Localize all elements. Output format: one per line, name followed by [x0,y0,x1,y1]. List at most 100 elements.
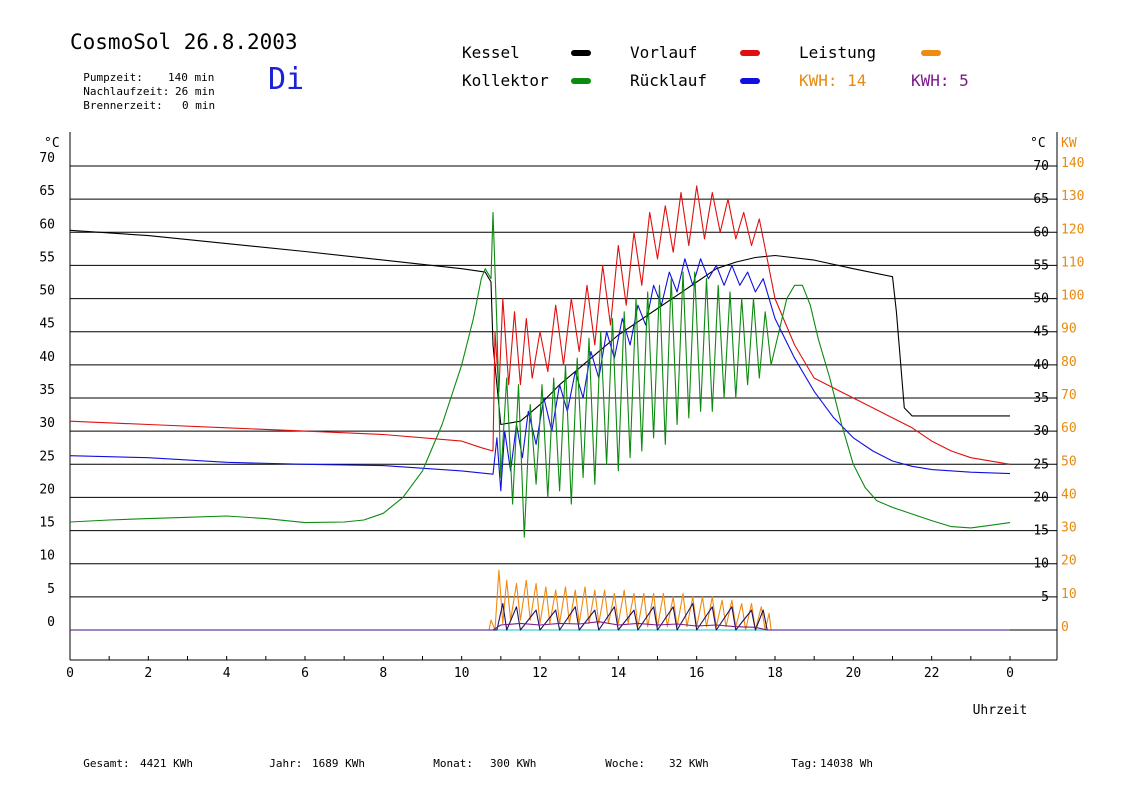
y-tick-label-power: 20 [1061,554,1077,569]
series-layer [69,185,1011,631]
y-tick-label-right: 70 [1033,159,1049,174]
y-tick-label-power: 60 [1061,421,1077,436]
x-tick-label: 2 [144,666,152,681]
x-tick-label: 22 [924,666,940,681]
x-tick-label: 8 [379,666,387,681]
info-label: Pumpzeit: [83,71,143,84]
x-tick-label: 12 [532,666,548,681]
legend-vorlauf-label: Vorlauf [630,43,698,62]
x-tick-label: 4 [223,666,231,681]
y-tick-label-power: 50 [1061,454,1077,469]
info-pumpzeit: Pumpzeit: 140 min [70,58,214,84]
y-tick-label-left: 0 [47,615,55,630]
legend-kessel-label: Kessel [462,43,520,62]
series-line-leistung [70,569,1010,631]
y-tick-label-right: 5 [1041,590,1049,605]
y-tick-label-left: 15 [39,516,55,531]
series-line-kessel [69,229,1010,426]
y-axis-title-left: °C [44,136,60,151]
y-tick-label-right: 15 [1033,524,1049,539]
y-tick-label-right: 45 [1033,325,1049,340]
y-tick-label-right: 20 [1033,490,1049,505]
y-tick-label-right: 35 [1033,391,1049,406]
y-tick-label-right: 10 [1033,557,1049,572]
info-value: 140 min [168,71,215,84]
y-tick-label-right: 50 [1033,292,1049,307]
y-tick-label-right: 40 [1033,358,1049,373]
y-tick-label-left: 40 [39,350,55,365]
info-value: 26 min [175,85,215,98]
footer-value: 1689 KWh [312,757,365,770]
x-tick-label: 0 [1006,666,1014,681]
legend-vorlauf-swatch [740,50,760,56]
y-tick-label-left: 60 [39,217,55,232]
y-tick-label-power: 130 [1061,189,1084,204]
y-tick-label-right: 25 [1033,457,1049,472]
y-tick-label-power: 110 [1061,255,1084,270]
y-tick-label-left: 30 [39,416,55,431]
y-tick-label-left: 50 [39,284,55,299]
legend-ruecklauf-swatch [740,78,760,84]
y-tick-label-right: 60 [1033,225,1049,240]
footer-label: Tag: [791,757,818,770]
y-tick-label-right: 55 [1033,258,1049,273]
x-tick-label: 10 [454,666,470,681]
footer-label: Woche: [605,757,645,770]
footer-value: 32 KWh [669,757,709,770]
legend-leistung-label: Leistung [799,43,877,62]
legend-kessel-swatch [571,50,591,56]
y-tick-label-left: 10 [39,549,55,564]
y-tick-label-left: 65 [39,184,55,199]
info-brennerzeit: Brennerzeit: 0 min [70,86,215,112]
legend-kollektor-label: Kollektor [462,71,549,90]
y-tick-label-power: 40 [1061,487,1077,502]
chart-title: CosmoSol 26.8.2003 [70,30,298,54]
x-tick-label: 6 [301,666,309,681]
y-tick-label-power: 80 [1061,355,1077,370]
y-tick-label-left: 20 [39,482,55,497]
y-tick-label-power: 30 [1061,521,1077,536]
y-tick-label-left: 5 [47,582,55,597]
x-tick-label: 16 [689,666,705,681]
footer-value: 300 KWh [490,757,537,770]
footer-gesamt: Gesamt: 4421 KWh [70,744,193,770]
x-tick-label: 0 [66,666,74,681]
weekday-label: Di [268,62,305,97]
legend-kollektor-swatch [571,78,591,84]
series-line-vorlauf [69,185,1011,465]
footer-value: 4421 KWh [140,757,193,770]
legend-leistung-swatch [921,50,941,56]
kwh-purple-value: KWH: 5 [911,71,969,90]
y-tick-label-left: 70 [39,151,55,166]
grid-layer [70,165,1057,631]
footer-tag: Tag: 14038 Wh [778,744,873,770]
footer-label: Gesamt: [83,757,130,770]
axis-layer [69,132,1058,661]
x-tick-label: 20 [846,666,862,681]
series-line-r-cklauf [69,258,1011,492]
y-tick-label-left: 35 [39,383,55,398]
y-tick-label-power: 100 [1061,289,1084,304]
series-line-leistung-dunkel- [70,602,1010,631]
y-axis-title-power: KW [1061,136,1077,151]
legend-ruecklauf-label: Rücklauf [630,71,708,90]
y-tick-label-power: 90 [1061,322,1077,337]
info-label: Brennerzeit: [83,99,163,112]
x-tick-label: 18 [767,666,783,681]
y-tick-label-right: 30 [1033,424,1049,439]
info-value: 0 min [182,99,216,112]
footer-value: 14038 Wh [820,757,873,770]
y-tick-label-power: 70 [1061,388,1077,403]
footer-jahr: Jahr: 1689 KWh [256,744,365,770]
info-label: Nachlaufzeit: [83,85,170,98]
footer-monat: Monat: 300 KWh [420,744,536,770]
y-tick-label-right: 65 [1033,192,1049,207]
footer-woche: Woche: 32 KWh [592,744,709,770]
series-line-kwh-verlauf [70,621,1010,631]
y-tick-label-left: 25 [39,449,55,464]
x-axis-title: Uhrzeit [973,703,1028,718]
series-line-kollektor [69,211,1011,538]
y-tick-label-power: 0 [1061,620,1069,635]
footer-label: Monat: [433,757,473,770]
